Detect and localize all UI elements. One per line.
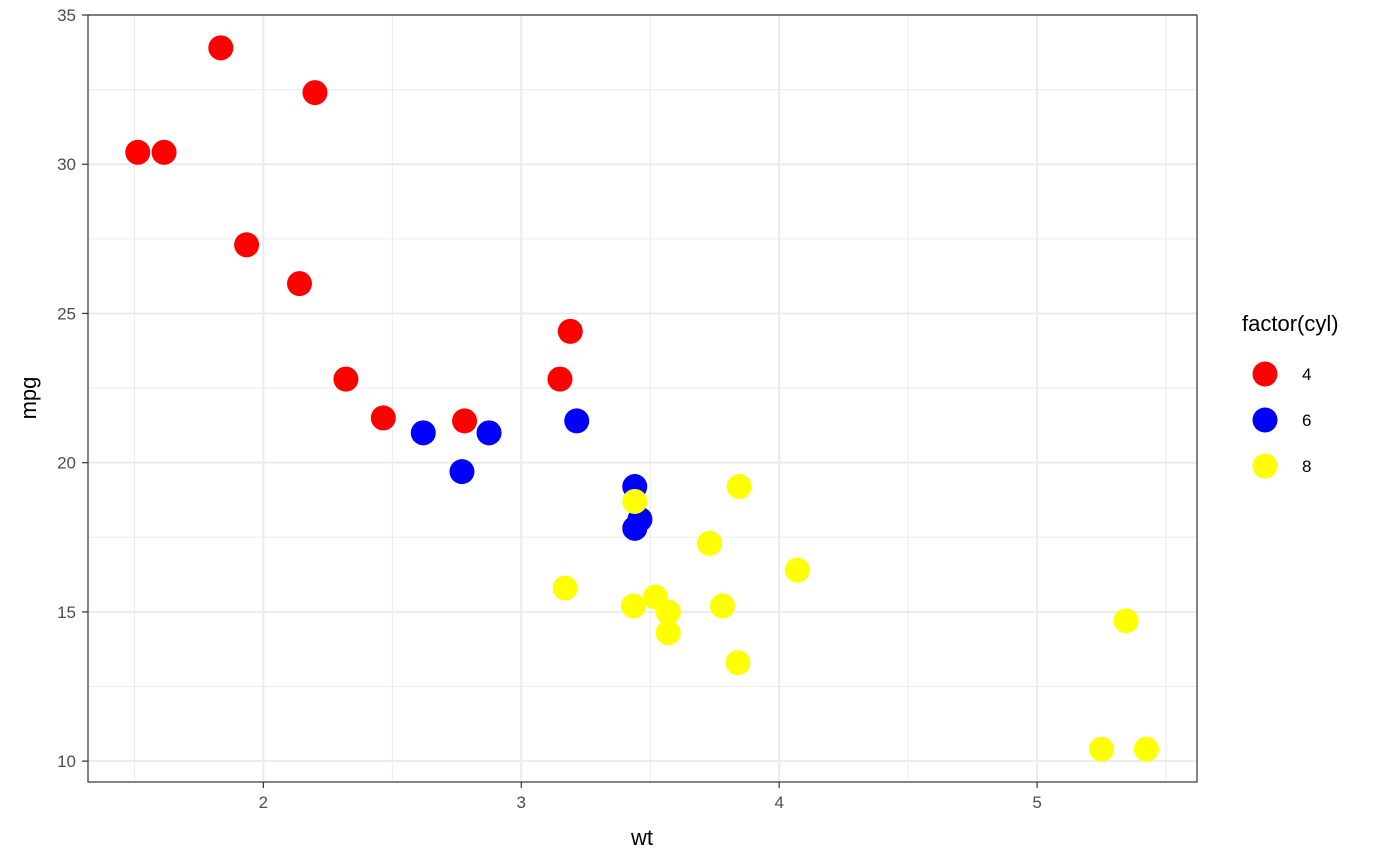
y-axis-ticks: 10 15 20 25 30 35 — [57, 6, 88, 771]
legend-title: factor(cyl) — [1242, 311, 1339, 336]
point-cyl-4 — [125, 139, 151, 165]
legend-entries: 4 6 8 — [1252, 361, 1311, 479]
point-cyl-4 — [302, 80, 328, 106]
point-cyl-8 — [1089, 736, 1115, 762]
legend: factor(cyl) 4 6 8 — [1242, 311, 1339, 479]
legend-key-8 — [1252, 453, 1278, 479]
legend-label-6: 6 — [1302, 411, 1311, 430]
x-axis-ticks: 2 3 4 5 — [259, 782, 1042, 812]
y-tick-label: 15 — [57, 603, 76, 622]
data-points — [125, 35, 1159, 762]
y-tick-label: 30 — [57, 155, 76, 174]
point-cyl-4 — [452, 408, 478, 434]
point-cyl-6 — [622, 515, 648, 541]
point-cyl-6 — [410, 420, 436, 446]
point-cyl-4 — [557, 318, 583, 344]
point-cyl-8 — [1113, 608, 1139, 634]
point-cyl-8 — [726, 474, 752, 500]
major-gridlines — [88, 14, 1197, 782]
legend-key-6 — [1252, 407, 1278, 433]
x-tick-label: 5 — [1032, 793, 1041, 812]
point-cyl-4 — [370, 405, 396, 431]
point-cyl-4 — [208, 35, 234, 61]
point-cyl-8 — [697, 530, 723, 556]
point-cyl-8 — [655, 599, 681, 625]
point-cyl-8 — [620, 593, 646, 619]
point-cyl-8 — [655, 620, 681, 646]
y-tick-label: 35 — [57, 6, 76, 25]
y-tick-label: 10 — [57, 752, 76, 771]
y-tick-label: 20 — [57, 454, 76, 473]
x-tick-label: 2 — [259, 793, 268, 812]
point-cyl-6 — [476, 420, 502, 446]
legend-label-8: 8 — [1302, 457, 1311, 476]
minor-gridlines — [88, 15, 1197, 782]
point-cyl-4 — [286, 271, 312, 297]
legend-label-4: 4 — [1302, 365, 1311, 384]
plot-border — [87, 14, 1198, 783]
y-axis-title: mpg — [16, 377, 41, 420]
point-cyl-4 — [547, 366, 573, 392]
point-cyl-4 — [234, 232, 260, 258]
point-cyl-4 — [151, 139, 177, 165]
point-cyl-6 — [564, 408, 590, 434]
point-cyl-4 — [333, 366, 359, 392]
plot-panel — [88, 15, 1197, 782]
x-tick-label: 4 — [774, 793, 783, 812]
legend-key-4 — [1252, 361, 1278, 387]
point-cyl-8 — [725, 650, 751, 676]
point-cyl-8 — [552, 575, 578, 601]
point-cyl-8 — [784, 557, 810, 583]
point-cyl-8 — [709, 593, 735, 619]
y-tick-label: 25 — [57, 304, 76, 323]
point-cyl-8 — [622, 488, 648, 514]
x-axis-title: wt — [630, 825, 653, 850]
point-cyl-8 — [1133, 736, 1159, 762]
point-cyl-6 — [449, 459, 475, 485]
x-tick-label: 3 — [517, 793, 526, 812]
